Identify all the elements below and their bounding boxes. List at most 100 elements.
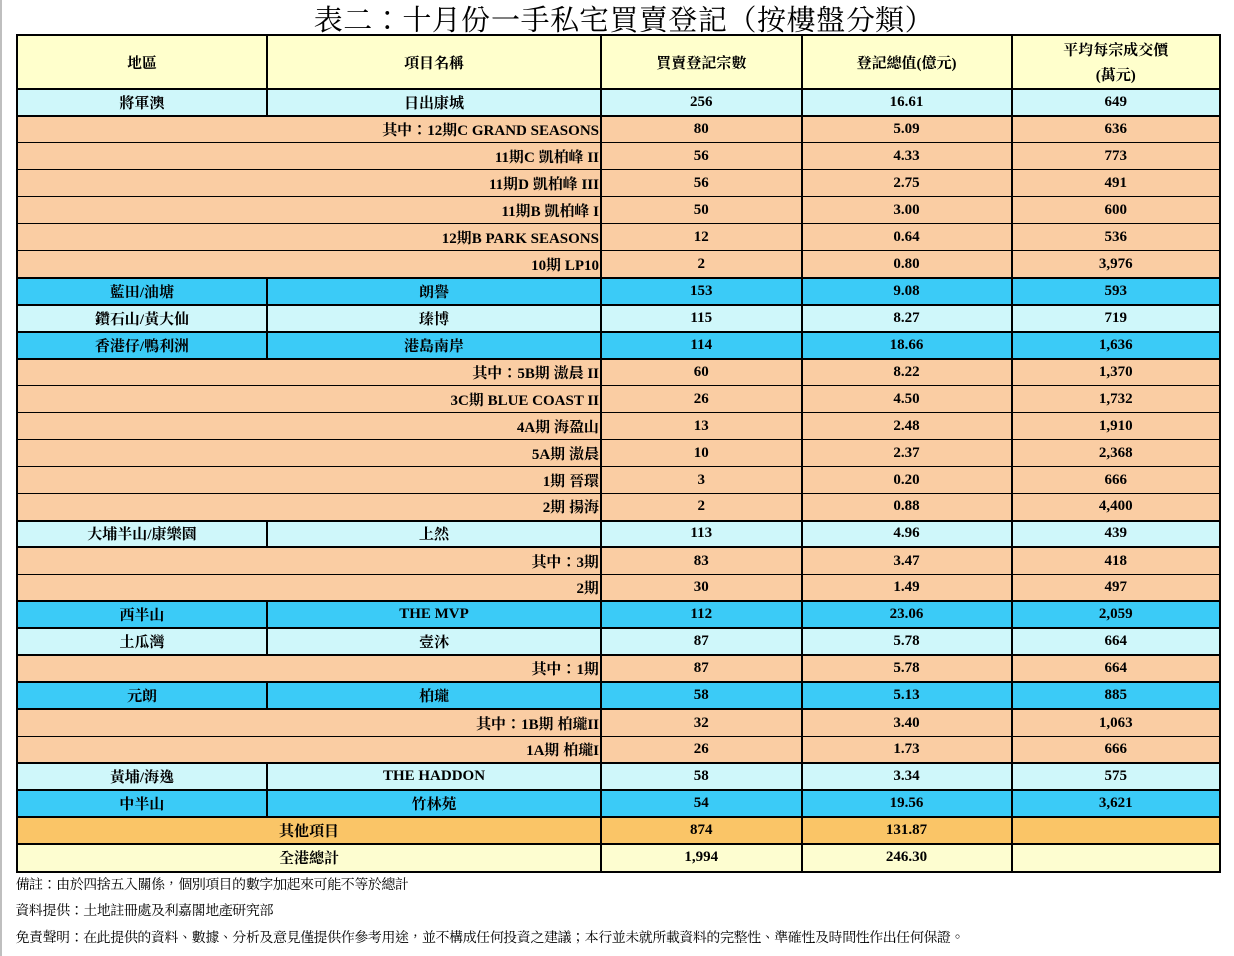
table-row-sub: 11期C 凱柏峰 II 56 4.33 773 <box>16 142 1221 171</box>
table-row-sub: 3C期 BLUE COAST II 26 4.50 1,732 <box>16 385 1221 414</box>
table-row-sub: 1A期 柏瓏I 26 1.73 666 <box>16 735 1221 764</box>
page-title: 表二：十月份一手私宅買賣登記（按樓盤分類） <box>313 4 935 37</box>
avg-price-cell: 1,063 <box>1010 708 1221 737</box>
count-cell: 874 <box>600 816 803 846</box>
avg-price-cell: 593 <box>1010 276 1221 306</box>
avg-price-cell: 666 <box>1010 466 1221 495</box>
avg-price-cell: 2,368 <box>1010 439 1221 468</box>
district-cell: 黃埔/海逸 <box>16 762 268 792</box>
header-avg-price: 平均每宗成交價 (萬元) <box>1010 34 1221 90</box>
table-row-total: 其他項目 874 131.87 <box>16 816 1221 846</box>
count-cell: 113 <box>600 519 803 549</box>
value-cell: 2.75 <box>800 169 1013 198</box>
table-row-district: 西半山 THE MVP 112 23.06 2,059 <box>16 600 1221 630</box>
footnote-rounding: 備註：由於四捨五入關係，個別項目的數字加起來可能不等於總計 <box>15 878 409 894</box>
count-cell: 58 <box>600 762 803 792</box>
avg-price-cell: 491 <box>1010 169 1221 198</box>
value-cell: 246.30 <box>800 843 1013 873</box>
value-cell: 8.22 <box>800 358 1013 387</box>
value-cell: 0.64 <box>800 223 1013 252</box>
count-cell: 153 <box>600 276 803 306</box>
avg-price-cell: 885 <box>1010 681 1221 711</box>
value-cell: 2.48 <box>800 412 1013 441</box>
avg-price-cell: 1,732 <box>1010 385 1221 414</box>
table-row-sub: 其中：1B期 柏瓏II 32 3.40 1,063 <box>16 708 1221 737</box>
project-cell: 3C期 BLUE COAST II <box>16 385 602 414</box>
footnote-source: 資料提供：土地註冊處及利嘉閣地產研究部 <box>15 904 274 920</box>
avg-price-cell: 664 <box>1010 627 1221 657</box>
count-cell: 87 <box>600 627 803 657</box>
avg-price-cell: 439 <box>1010 519 1221 549</box>
value-cell: 3.40 <box>800 708 1013 737</box>
avg-price-cell: 649 <box>1010 88 1221 117</box>
project-cell: 竹林苑 <box>266 789 602 819</box>
project-cell: 11期B 凱柏峰 I <box>16 196 602 225</box>
table-row-sub: 其中：1期 87 5.78 664 <box>16 654 1221 683</box>
table-row-sub: 其中：12期C GRAND SEASONS 80 5.09 636 <box>16 115 1221 144</box>
project-cell: 2期 <box>16 573 602 602</box>
count-cell: 56 <box>600 169 803 198</box>
value-cell: 5.78 <box>800 627 1013 657</box>
count-cell: 3 <box>600 466 803 495</box>
value-cell: 16.61 <box>800 88 1013 117</box>
project-cell: 瑧博 <box>266 303 602 333</box>
value-cell: 9.08 <box>800 276 1013 306</box>
table-row-district: 土瓜灣 壹沐 87 5.78 664 <box>16 627 1221 657</box>
table-row-district: 藍田/油塘 朗譽 153 9.08 593 <box>16 276 1221 306</box>
district-cell: 大埔半山/康樂園 <box>16 519 268 549</box>
table-row-total: 全港總計 1,994 246.30 <box>16 843 1221 873</box>
project-cell: 11期D 凱柏峰 III <box>16 169 602 198</box>
value-cell: 5.09 <box>800 115 1013 144</box>
avg-price-cell: 3,621 <box>1010 789 1221 819</box>
value-cell: 131.87 <box>800 816 1013 846</box>
district-cell: 西半山 <box>16 600 268 630</box>
table-row-district: 大埔半山/康樂園 上然 113 4.96 439 <box>16 519 1221 549</box>
avg-price-cell: 497 <box>1010 573 1221 602</box>
value-cell: 18.66 <box>800 330 1013 360</box>
avg-price-cell <box>1010 816 1221 846</box>
table-row-sub: 11期D 凱柏峰 III 56 2.75 491 <box>16 169 1221 198</box>
project-cell: 2期 揚海 <box>16 493 602 521</box>
project-cell: 10期 LP10 <box>16 250 602 279</box>
value-cell: 5.13 <box>800 681 1013 711</box>
avg-price-cell: 536 <box>1010 223 1221 252</box>
project-cell: THE HADDON <box>266 762 602 792</box>
count-cell: 87 <box>600 654 803 683</box>
count-cell: 10 <box>600 439 803 468</box>
avg-price-cell: 719 <box>1010 303 1221 333</box>
count-cell: 114 <box>600 330 803 360</box>
district-cell: 將軍澳 <box>16 88 268 117</box>
project-cell: 1A期 柏瓏I <box>16 735 602 764</box>
project-cell: 其中：12期C GRAND SEASONS <box>16 115 602 144</box>
project-cell: 其中：1B期 柏瓏II <box>16 708 602 737</box>
value-cell: 2.37 <box>800 439 1013 468</box>
table-row-sub: 1期 晉環 3 0.20 666 <box>16 466 1221 495</box>
value-cell: 1.49 <box>800 573 1013 602</box>
avg-price-cell: 1,910 <box>1010 412 1221 441</box>
table-row-sub: 其中：3期 83 3.47 418 <box>16 546 1221 575</box>
count-cell: 12 <box>600 223 803 252</box>
registrations-table: 地區 項目名稱 買賣登記宗數 登記總值(億元) 平均每宗成交價 (萬元) 將軍澳日… <box>16 34 1221 873</box>
count-cell: 58 <box>600 681 803 711</box>
value-cell: 8.27 <box>800 303 1013 333</box>
count-cell: 112 <box>600 600 803 630</box>
table-row-sub: 5A期 滶晨 10 2.37 2,368 <box>16 439 1221 468</box>
count-cell: 115 <box>600 303 803 333</box>
project-cell: 其中：5B期 滶晨 II <box>16 358 602 387</box>
project-cell: 港島南岸 <box>266 330 602 360</box>
project-cell: 其中：1期 <box>16 654 602 683</box>
avg-price-cell: 773 <box>1010 142 1221 171</box>
value-cell: 19.56 <box>800 789 1013 819</box>
district-cell: 香港仔/鴨利洲 <box>16 330 268 360</box>
value-cell: 0.80 <box>800 250 1013 279</box>
project-cell: 5A期 滶晨 <box>16 439 602 468</box>
table-row-district: 元朗 柏瓏 58 5.13 885 <box>16 681 1221 711</box>
table-row-sub: 10期 LP10 2 0.80 3,976 <box>16 250 1221 279</box>
project-cell: 上然 <box>266 519 602 549</box>
value-cell: 0.20 <box>800 466 1013 495</box>
table-row-sub: 2期 30 1.49 497 <box>16 573 1221 602</box>
value-cell: 4.33 <box>800 142 1013 171</box>
table-row-district: 將軍澳 日出康城 256 16.61 649 <box>16 88 1221 117</box>
project-cell: 其中：3期 <box>16 546 602 575</box>
